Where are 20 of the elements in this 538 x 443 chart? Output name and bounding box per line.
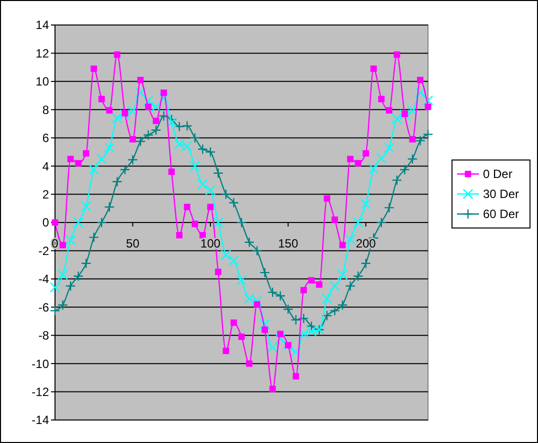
legend-label: 30 Der [483,187,520,202]
y-tick-label: -2 [38,244,50,258]
y-tick-label: -14 [32,413,50,428]
y-tick-label: 14 [36,18,50,32]
legend-label: 0 Der [483,167,512,182]
y-tick-label: -10 [32,356,50,371]
x-tick-label: 50 [126,236,140,250]
x-tick-label: 150 [278,236,298,250]
y-tick-label: 8 [42,102,50,117]
y-tick-label: 4 [42,159,50,174]
y-tick-label: -6 [38,300,50,314]
y-tick-label: 6 [42,131,50,146]
y-tick-label: -12 [32,384,50,399]
y-tick-label: 2 [42,187,50,202]
y-tick-label: 0 [42,216,50,230]
y-tick-label: 12 [36,46,50,60]
y-tick-label: -8 [38,328,50,343]
y-tick-label: 10 [36,74,50,89]
legend-label: 60 Der [483,207,520,222]
y-tick-label: -4 [38,272,50,286]
